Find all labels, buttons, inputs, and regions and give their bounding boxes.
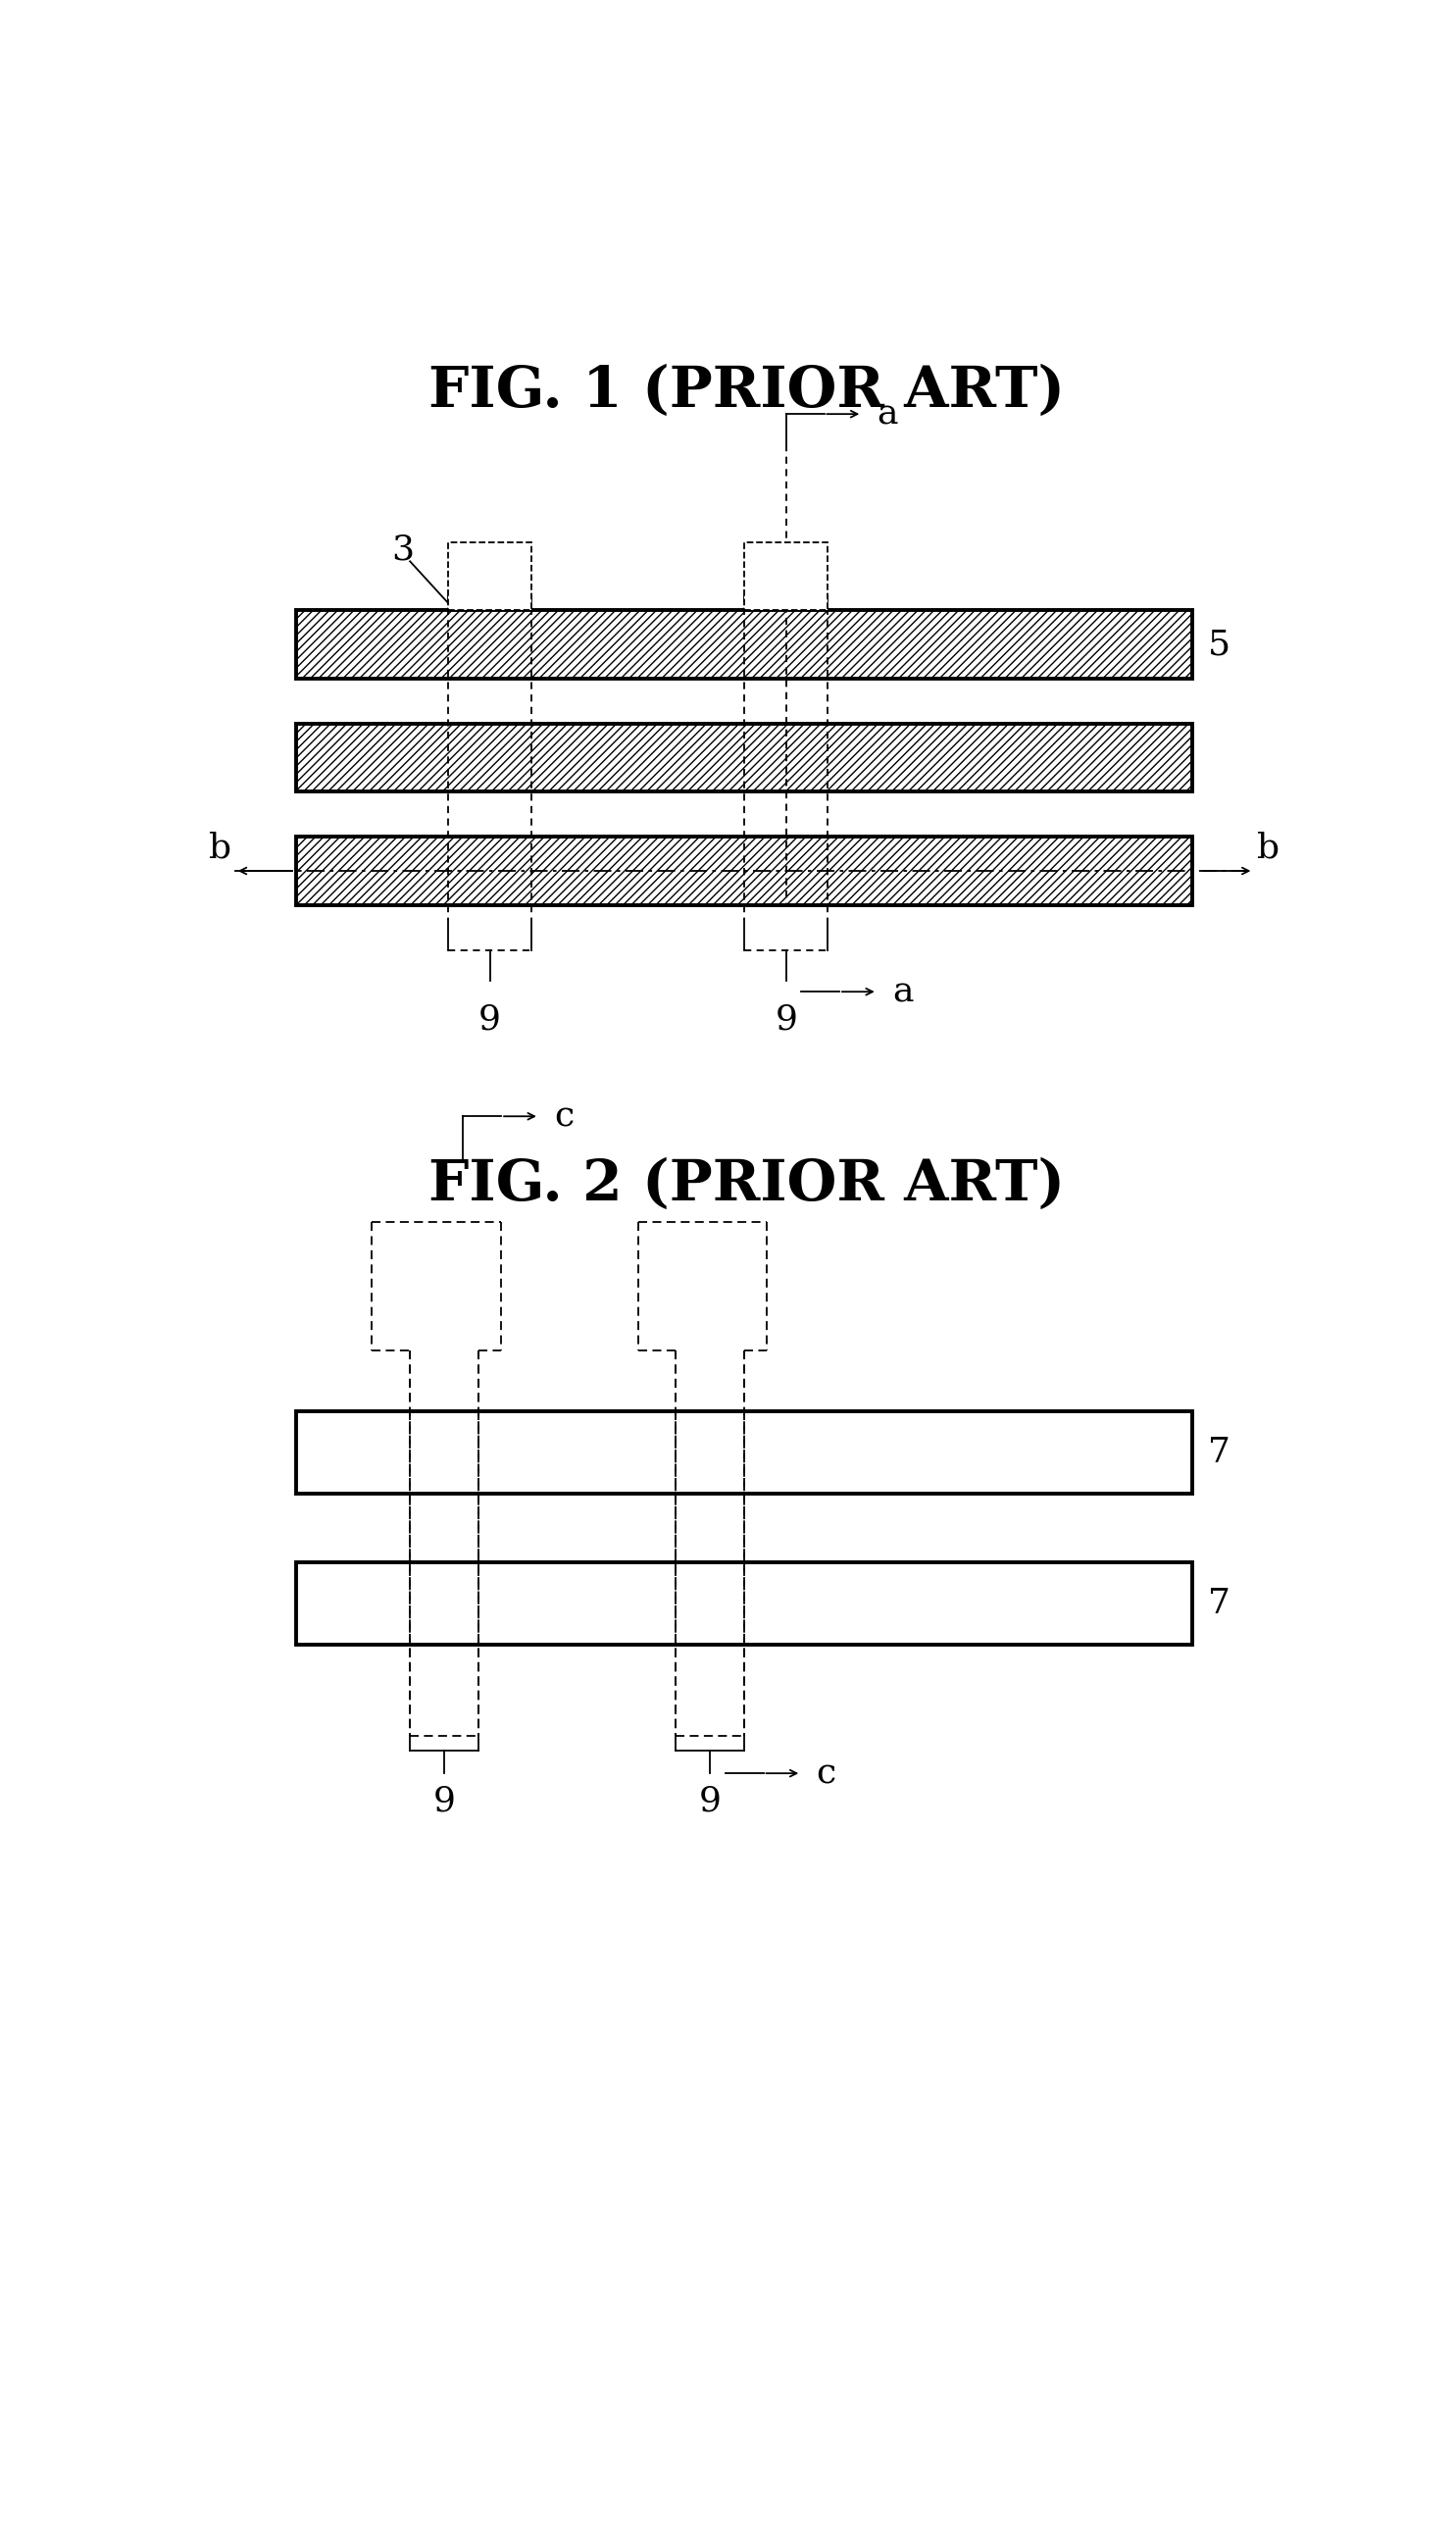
Bar <box>296 837 1192 906</box>
Text: 5: 5 <box>1208 628 1230 661</box>
Text: c: c <box>555 1099 574 1132</box>
Text: 9: 9 <box>699 1786 721 1819</box>
Bar <box>296 1412 1192 1493</box>
Text: 3: 3 <box>392 534 414 567</box>
Text: a: a <box>893 974 913 1007</box>
Text: 9: 9 <box>775 1002 798 1035</box>
Bar <box>296 1562 1192 1646</box>
Bar <box>296 611 1192 679</box>
Text: a: a <box>878 397 898 430</box>
Text: b: b <box>208 832 232 865</box>
Bar <box>296 722 1192 791</box>
Text: FIG. 1 (PRIOR ART): FIG. 1 (PRIOR ART) <box>428 364 1064 420</box>
Text: 7: 7 <box>1208 1435 1230 1468</box>
Bar <box>448 542 531 611</box>
Text: b: b <box>1258 832 1280 865</box>
Text: 9: 9 <box>432 1786 456 1819</box>
Bar <box>744 542 828 611</box>
Text: c: c <box>817 1758 836 1791</box>
Text: 9: 9 <box>479 1002 501 1035</box>
Text: FIG. 2 (PRIOR ART): FIG. 2 (PRIOR ART) <box>428 1158 1064 1211</box>
Text: 7: 7 <box>1208 1587 1230 1621</box>
